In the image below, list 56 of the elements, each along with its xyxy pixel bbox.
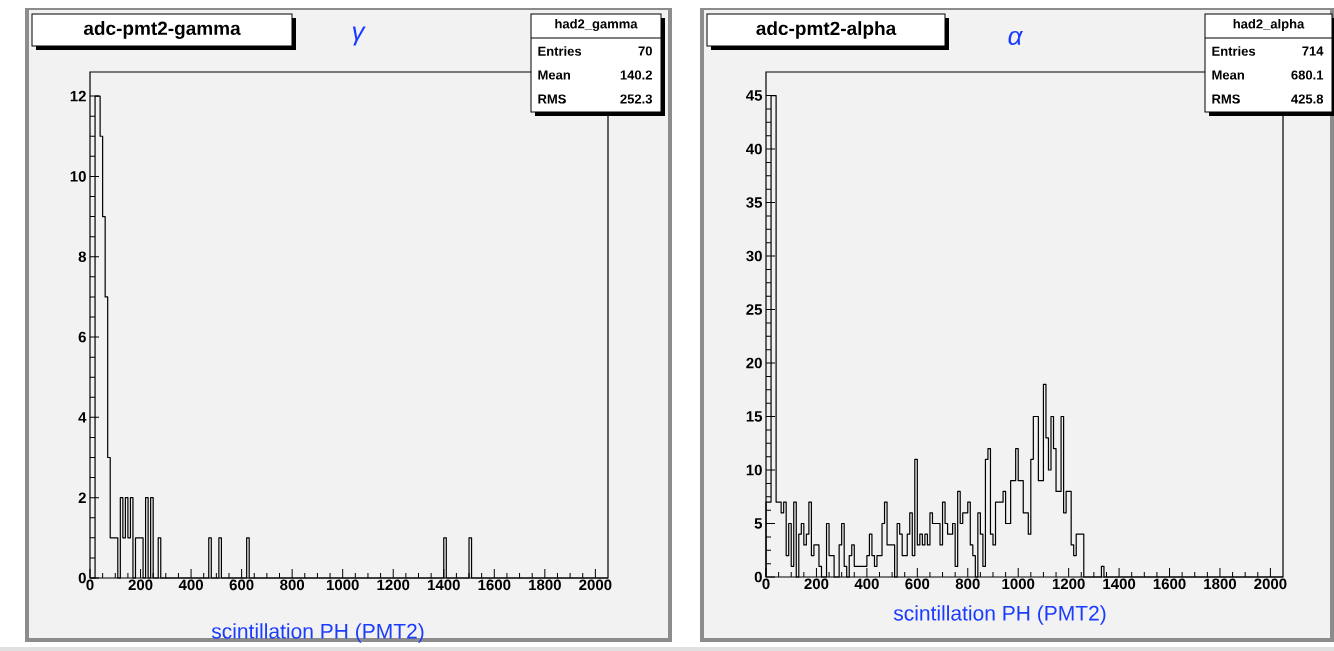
y-tick-label: 5 xyxy=(754,518,763,529)
x-tick-label: 1600 xyxy=(478,579,511,591)
x-tick-label: 1800 xyxy=(1204,578,1237,590)
text: 140.2 xyxy=(620,70,652,80)
x-tick-label: 0 xyxy=(86,579,94,591)
text: had2_gamma xyxy=(555,18,638,32)
annotation: RMS xyxy=(538,94,566,104)
annotation: Mean xyxy=(538,70,570,80)
x-tick-label: 400 xyxy=(178,579,203,591)
annotation: Mean xyxy=(1212,70,1244,80)
chart-title: adc-pmt2-alpha xyxy=(756,21,897,39)
y-tick-label: 25 xyxy=(746,304,763,315)
y-tick-label: 20 xyxy=(746,357,762,369)
y-tick-label: 40 xyxy=(746,143,762,155)
x-tick-label: 2000 xyxy=(1254,578,1287,590)
text: 425.8 xyxy=(1291,94,1324,104)
y-tick-label: 10 xyxy=(746,464,762,476)
x-axis-title: scintillation PH (PMT2) xyxy=(211,623,424,643)
x-tick-label: 1400 xyxy=(428,579,460,591)
x-axis-title: scintillation PH (PMT2) xyxy=(893,605,1106,625)
y-tick-label: 2 xyxy=(78,492,86,503)
x-tick-label: 1800 xyxy=(529,579,561,591)
x-tick-label: 1600 xyxy=(1153,578,1186,590)
text: 714 xyxy=(1302,46,1324,56)
annotation: RMS xyxy=(1212,94,1240,104)
x-tick-label: 1000 xyxy=(1002,578,1035,590)
text: γ xyxy=(352,26,366,46)
y-tick-label: 4 xyxy=(78,412,87,423)
x-tick-label: 400 xyxy=(854,578,879,590)
text: Entries xyxy=(1212,46,1256,56)
x-tick-label: 1200 xyxy=(377,579,410,591)
y-tick-label: 6 xyxy=(78,331,86,343)
y-tick-label: 35 xyxy=(746,197,763,208)
x-tick-label: 800 xyxy=(280,579,305,591)
x-tick-label: 800 xyxy=(955,578,980,590)
chart-title: adc-pmt2-gamma xyxy=(83,21,241,39)
text: α xyxy=(1008,30,1024,46)
text: 70 xyxy=(638,46,652,56)
y-tick-label: 30 xyxy=(746,250,762,262)
x-tick-label: 600 xyxy=(905,578,930,590)
y-tick-label: 12 xyxy=(70,90,86,102)
text: had2_alpha xyxy=(1233,18,1305,32)
text: Entries xyxy=(538,46,582,56)
y-tick-label: 10 xyxy=(70,171,86,182)
x-tick-label: 200 xyxy=(804,578,829,590)
x-tick-label: 2000 xyxy=(579,579,612,591)
text: 252.3 xyxy=(620,94,652,104)
x-tick-label: 200 xyxy=(128,579,153,591)
x-tick-label: 1000 xyxy=(326,579,359,591)
y-tick-label: 15 xyxy=(746,411,763,422)
x-tick-label: 1200 xyxy=(1052,578,1085,590)
text: 680.1 xyxy=(1291,70,1324,80)
y-tick-label: 45 xyxy=(746,90,763,101)
x-tick-label: 1400 xyxy=(1103,578,1136,590)
y-tick-label: 8 xyxy=(78,251,86,263)
x-tick-label: 600 xyxy=(229,579,254,591)
